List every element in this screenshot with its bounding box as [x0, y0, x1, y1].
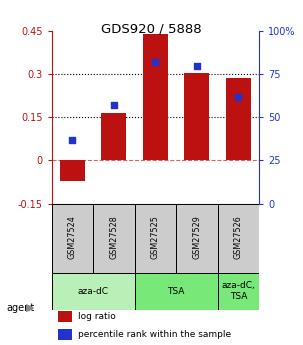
Text: GSM27528: GSM27528 — [109, 215, 118, 258]
Bar — [135, 204, 176, 273]
Point — [70, 137, 75, 142]
Point — [236, 94, 241, 99]
Bar — [143, 34, 168, 160]
Bar — [184, 73, 209, 160]
Text: aza-dC,
TSA: aza-dC, TSA — [221, 281, 255, 301]
Bar — [226, 79, 251, 160]
Bar — [176, 204, 218, 273]
Text: TSA: TSA — [167, 287, 185, 296]
Text: percentile rank within the sample: percentile rank within the sample — [78, 330, 231, 339]
Bar — [60, 160, 85, 180]
Bar — [218, 204, 259, 273]
Bar — [52, 273, 135, 309]
Text: aza-dC: aza-dC — [78, 287, 108, 296]
Bar — [101, 113, 126, 160]
Text: GSM27525: GSM27525 — [151, 215, 160, 259]
Bar — [135, 273, 218, 309]
Point — [153, 59, 158, 65]
Bar — [52, 204, 93, 273]
Text: log ratio: log ratio — [78, 312, 116, 321]
Text: agent: agent — [6, 303, 34, 313]
Text: ▶: ▶ — [26, 303, 34, 313]
Bar — [58, 311, 72, 322]
Bar — [58, 329, 72, 340]
Point — [112, 102, 116, 108]
Text: GDS920 / 5888: GDS920 / 5888 — [101, 22, 202, 36]
Text: GSM27526: GSM27526 — [234, 215, 243, 258]
Text: GSM27524: GSM27524 — [68, 215, 77, 258]
Bar — [93, 204, 135, 273]
Point — [195, 63, 199, 68]
Bar — [218, 273, 259, 309]
Text: GSM27529: GSM27529 — [192, 215, 201, 259]
